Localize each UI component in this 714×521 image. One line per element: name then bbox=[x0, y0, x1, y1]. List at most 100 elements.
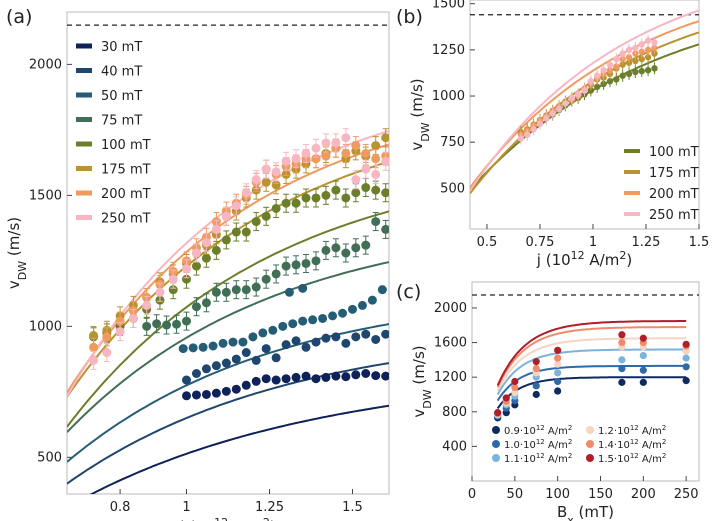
data-point bbox=[115, 327, 125, 337]
fit-line-250-mT bbox=[470, 9, 699, 192]
data-point bbox=[361, 164, 371, 174]
data-point bbox=[554, 354, 562, 362]
data-point bbox=[549, 110, 556, 117]
data-point bbox=[301, 342, 311, 352]
legend-label: 1.4·1012 A/m2 bbox=[598, 438, 666, 451]
data-point bbox=[371, 141, 381, 151]
data-point bbox=[291, 154, 301, 164]
data-point bbox=[536, 120, 544, 127]
data-point bbox=[201, 364, 211, 374]
x-tick-label: 50 bbox=[507, 487, 524, 502]
data-point bbox=[311, 256, 321, 266]
data-point bbox=[191, 390, 201, 400]
legend: 0.9·1012 A/m21.0·1012 A/m21.1·1012 A/m2 1… bbox=[492, 424, 666, 465]
data-point bbox=[638, 67, 645, 75]
data-point bbox=[211, 224, 221, 234]
data-point bbox=[361, 183, 371, 193]
data-point bbox=[155, 287, 165, 297]
data-point bbox=[651, 65, 658, 72]
data-point bbox=[271, 180, 281, 190]
data-point bbox=[211, 361, 221, 371]
data-point bbox=[511, 389, 519, 397]
data-point bbox=[625, 46, 633, 54]
data-point bbox=[231, 201, 241, 211]
data-point bbox=[102, 348, 112, 358]
data-point bbox=[268, 325, 278, 335]
data-point bbox=[172, 319, 182, 329]
data-point bbox=[221, 358, 231, 368]
y-tick-label: 400 bbox=[442, 439, 467, 454]
data-point bbox=[241, 227, 251, 237]
fit-line-200-mT bbox=[67, 143, 389, 394]
data-point bbox=[361, 240, 371, 250]
x-tick-label: 1 bbox=[182, 500, 190, 515]
y-tick-label: 2000 bbox=[434, 301, 467, 316]
data-point bbox=[371, 169, 381, 179]
data-point bbox=[532, 390, 540, 399]
data-point bbox=[618, 356, 626, 364]
data-point bbox=[291, 198, 301, 208]
plot-frame bbox=[469, 0, 700, 230]
legend-label: 1.1·1012 A/m2 bbox=[504, 452, 572, 465]
data-point bbox=[638, 41, 645, 48]
data-point bbox=[530, 126, 537, 133]
x-tick-label: 0 bbox=[468, 487, 476, 502]
data-point bbox=[532, 364, 540, 373]
data-point bbox=[632, 44, 639, 52]
data-point bbox=[632, 57, 639, 65]
y-axis-label: vDW (m/s) bbox=[5, 217, 29, 289]
data-point bbox=[301, 258, 311, 268]
data-point bbox=[251, 217, 261, 227]
data-point bbox=[494, 409, 502, 417]
fit-line bbox=[496, 364, 687, 402]
data-point bbox=[517, 135, 525, 142]
data-point bbox=[347, 304, 357, 314]
data-point bbox=[524, 131, 531, 139]
data-point bbox=[311, 374, 321, 384]
data-point bbox=[351, 332, 361, 342]
y-axis-label: vDW (m/s) bbox=[408, 78, 432, 150]
data-point bbox=[221, 386, 231, 396]
data-point bbox=[381, 133, 389, 143]
data-point bbox=[338, 308, 348, 318]
legend-marker bbox=[586, 454, 594, 462]
data-point bbox=[381, 371, 389, 381]
data-point bbox=[271, 167, 281, 177]
legend: 30 mT 40 mT 50 mT 75 mT 100 mT 175 mT 200 mT 25… bbox=[76, 40, 151, 227]
fit-line bbox=[496, 376, 687, 409]
data-point bbox=[261, 374, 271, 384]
data-point bbox=[682, 340, 690, 348]
y-tick-label: 1000 bbox=[432, 89, 465, 104]
data-point bbox=[291, 372, 301, 382]
data-point bbox=[618, 364, 626, 373]
data-point bbox=[201, 389, 211, 399]
fit-lines bbox=[470, 9, 699, 195]
data-point bbox=[284, 287, 294, 297]
data-point bbox=[168, 285, 178, 295]
y-tick-label: 1600 bbox=[434, 336, 467, 351]
legend-label: 1.0·1012 A/m2 bbox=[504, 438, 572, 451]
data-point bbox=[318, 313, 328, 323]
data-point bbox=[594, 72, 601, 79]
data-point bbox=[367, 295, 377, 305]
data-point bbox=[351, 175, 361, 185]
data-point bbox=[211, 388, 221, 398]
data-point bbox=[341, 248, 351, 258]
y-tick-label: 2000 bbox=[29, 57, 62, 72]
data-point bbox=[308, 315, 318, 325]
data-point bbox=[341, 133, 351, 143]
x-tick-label: 1.5 bbox=[342, 500, 363, 515]
data-point bbox=[321, 372, 331, 382]
data-point bbox=[201, 238, 211, 248]
data-point bbox=[142, 300, 152, 310]
data-point bbox=[543, 114, 550, 122]
data-point bbox=[618, 378, 626, 386]
data-point bbox=[198, 342, 208, 352]
data-point bbox=[278, 321, 288, 331]
data-point bbox=[251, 376, 261, 386]
data-point bbox=[532, 358, 540, 366]
x-tick-label: 1.25 bbox=[255, 500, 284, 515]
data-point bbox=[341, 338, 351, 348]
data-point bbox=[361, 369, 371, 378]
data-point bbox=[581, 87, 588, 94]
